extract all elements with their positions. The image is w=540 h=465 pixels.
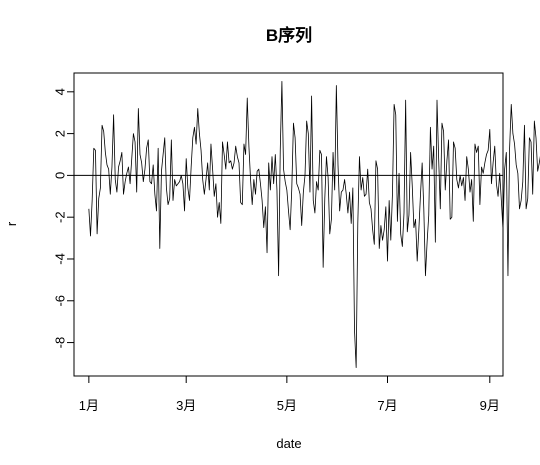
x-tick-label: 3月: [176, 398, 196, 413]
chart-title: B序列: [266, 25, 312, 45]
y-axis-label: r: [4, 221, 19, 226]
y-tick-label: 2: [53, 130, 68, 137]
y-tick-label: -8: [53, 337, 68, 349]
y-axis: -8 -6 -4 -2 0 2 4: [53, 88, 75, 349]
y-tick-label: 4: [53, 88, 68, 95]
x-tick-label: 9月: [480, 398, 500, 413]
x-axis: 1月 3月 5月 7月 9月: [79, 375, 500, 413]
y-tick-label: -4: [53, 253, 68, 265]
x-tick-label: 5月: [277, 398, 297, 413]
series-line: [88, 80, 540, 369]
x-tick-label: 7月: [377, 398, 397, 413]
y-tick-label: 0: [53, 172, 68, 179]
x-axis-label: date: [276, 436, 301, 451]
y-tick-label: -2: [53, 211, 68, 223]
x-tick-label: 1月: [79, 398, 99, 413]
y-tick-label: -6: [53, 295, 68, 307]
